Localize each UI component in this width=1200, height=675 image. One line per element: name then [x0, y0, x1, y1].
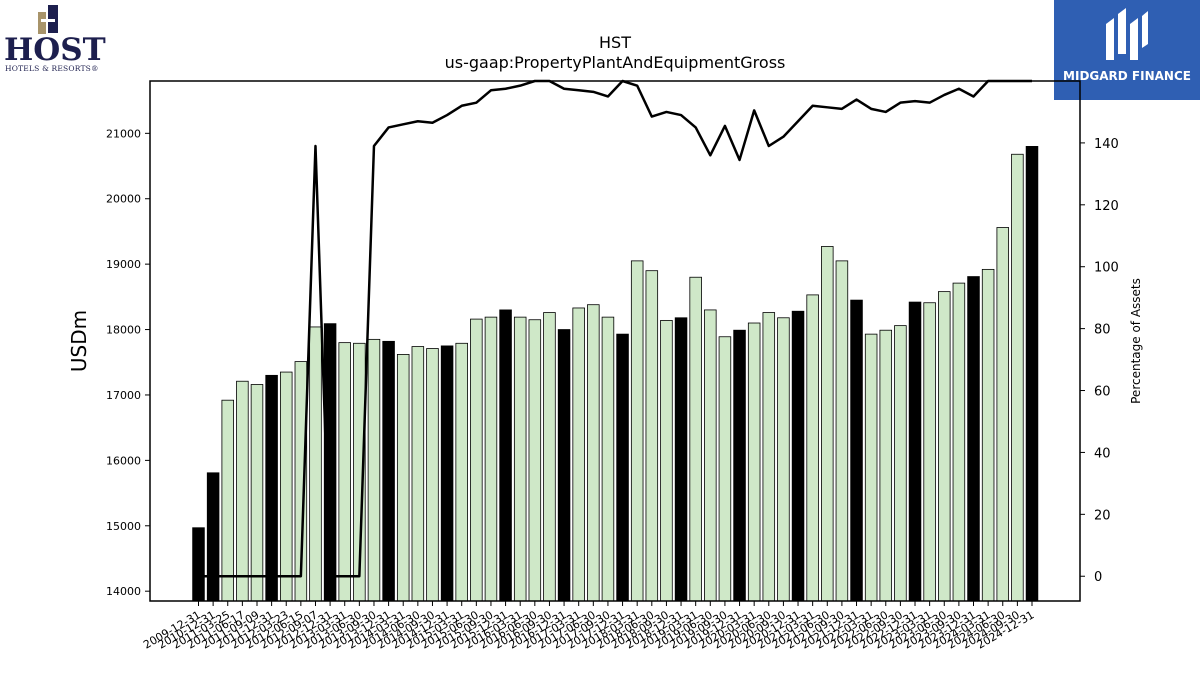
y-tick-label: 17000: [106, 389, 141, 402]
bar: [236, 380, 249, 602]
bar: [762, 312, 776, 602]
bar: [689, 276, 702, 602]
midgard-logo-mark-icon: [1106, 8, 1148, 60]
bar: [894, 325, 907, 602]
chart-subtitle: us-gaap:PropertyPlantAndEquipmentGross: [445, 53, 786, 72]
y-tick-label: 14000: [106, 585, 141, 598]
bar: [660, 319, 673, 602]
host-logo-mark-icon: [38, 5, 58, 34]
y-tick-label: 18000: [106, 324, 141, 337]
bar: [396, 354, 410, 602]
bar: [908, 301, 922, 602]
bar: [718, 336, 732, 602]
bar: [835, 260, 849, 602]
bar: [513, 316, 527, 602]
bar: [309, 326, 322, 602]
bar: [192, 527, 205, 602]
y-tick-label: 19000: [106, 258, 141, 271]
bar: [279, 371, 293, 602]
chart-title: HST: [599, 33, 631, 52]
line-series: [198, 79, 1032, 578]
host-logo-wordmark: HOST: [4, 32, 106, 68]
y2-tick-label: 100: [1094, 261, 1119, 276]
bar: [382, 340, 395, 602]
bar: [528, 319, 542, 602]
bar: [484, 316, 498, 602]
y-axis-left: 14000 15000 16000 17000 18000 19000 20000 21000: [106, 127, 150, 598]
y2-tick-label: 20: [1094, 508, 1111, 523]
bar: [265, 374, 278, 602]
y2-tick-label: 80: [1094, 323, 1111, 338]
bar: [645, 270, 659, 602]
bar: [777, 317, 790, 602]
bar: [572, 307, 585, 602]
bar: [981, 268, 995, 602]
midgard-logo-text: MIDGARD FINANCE: [1063, 69, 1191, 83]
bar: [674, 317, 688, 602]
y2-axis-label: Percentage of Assets: [1129, 278, 1143, 404]
y2-tick-label: 140: [1094, 137, 1119, 152]
bar: [864, 333, 878, 602]
bar: [1011, 153, 1024, 602]
bar: [821, 246, 834, 602]
plot-frame: [149, 80, 1081, 602]
y2-tick-label: 60: [1094, 385, 1111, 400]
bar: [499, 309, 512, 602]
bar: [470, 318, 483, 602]
bar: [850, 299, 863, 602]
y2-tick-label: 120: [1094, 199, 1119, 214]
bar: [426, 348, 439, 602]
y-tick-label: 15000: [106, 520, 141, 533]
x-axis: 2009-12-312010-12-312011-03-252011-06-17…: [141, 601, 1037, 652]
y2-tick-label: 0: [1094, 570, 1102, 585]
y-tick-label: 20000: [106, 193, 141, 206]
bar: [543, 312, 556, 602]
bar: [923, 302, 936, 602]
bar: [791, 310, 805, 602]
bar: [704, 309, 717, 602]
bar: [587, 304, 600, 602]
host-hotels-logo: HOST HOTELS & RESORTS®: [0, 0, 110, 80]
bar: [967, 276, 980, 602]
bar: [557, 329, 571, 602]
bar: [806, 294, 819, 602]
bar: [250, 384, 264, 602]
y-tick-label: 16000: [106, 454, 141, 467]
bar: [879, 329, 893, 602]
bar: [938, 291, 951, 602]
bar: [996, 227, 1010, 602]
bar: [338, 342, 351, 602]
bar: [733, 329, 746, 602]
bar: [952, 282, 966, 602]
bar: [411, 346, 425, 602]
bar: [1025, 146, 1039, 602]
bar: [747, 322, 761, 602]
midgard-finance-logo: MIDGARD FINANCE: [1054, 0, 1200, 100]
y-axis-label: USDm: [67, 310, 91, 372]
bar: [630, 260, 644, 602]
host-logo-subtitle: HOTELS & RESORTS®: [5, 64, 99, 73]
y-axis-right: 0 20 40 60 80 100 120 140: [1080, 137, 1119, 585]
y2-tick-label: 40: [1094, 446, 1111, 461]
bar: [616, 333, 629, 602]
bar: [221, 399, 234, 602]
bar: [206, 472, 220, 602]
bar: [455, 342, 468, 602]
y-tick-label: 21000: [106, 127, 141, 140]
bar: [440, 345, 454, 602]
bar: [367, 338, 381, 602]
bar: [601, 316, 615, 602]
percentage-of-assets-line: [198, 79, 1032, 578]
bar-series: [192, 146, 1039, 602]
